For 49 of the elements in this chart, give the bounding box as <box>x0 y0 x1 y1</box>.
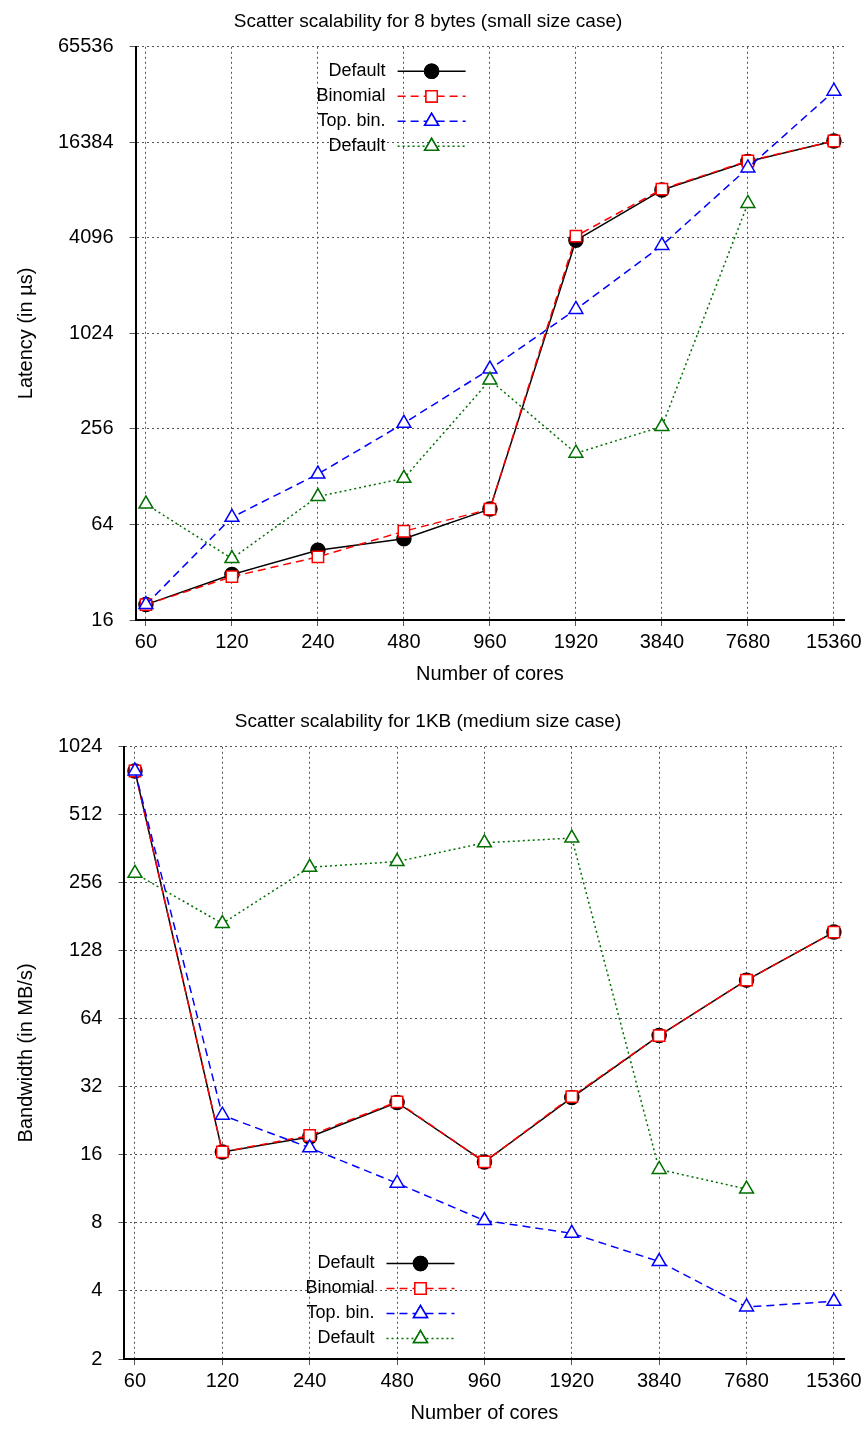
x-tick-label: 7680 <box>724 1368 769 1391</box>
y-tick-label: 128 <box>69 938 103 961</box>
x-tick-label: 480 <box>380 1368 414 1391</box>
x-tick-label: 1920 <box>553 629 599 652</box>
chart-title: Scatter scalability for 1KB (medium size case) <box>234 709 622 731</box>
x-axis-title: Number of cores <box>416 661 564 684</box>
y-axis-title: Latency (in µs) <box>13 267 36 400</box>
y-tick-label: 32 <box>80 1074 103 1097</box>
x-tick-label: 1920 <box>549 1368 595 1391</box>
legend-label: Top. bin. <box>306 1302 375 1323</box>
y-axis-title: Bandwidth (in MB/s) <box>13 963 36 1143</box>
y-tick-label: 16 <box>91 607 114 630</box>
y-tick-label: 256 <box>80 416 114 439</box>
legend-label: Default <box>328 60 386 81</box>
x-tick-label: 120 <box>205 1368 240 1391</box>
legend-label: Default <box>317 1252 375 1273</box>
x-tick-label: 15360 <box>806 629 862 652</box>
x-tick-label: 60 <box>123 1368 147 1391</box>
y-tick-label: 8 <box>91 1210 103 1233</box>
y-tick-label: 16 <box>80 1142 103 1165</box>
chart-title: Scatter scalability for 8 bytes (small size case) <box>233 9 623 31</box>
y-tick-label: 512 <box>69 802 103 825</box>
y-tick-label: 1024 <box>69 320 114 343</box>
x-tick-label: 960 <box>467 1368 502 1391</box>
x-tick-label: 60 <box>134 629 158 652</box>
x-tick-label: 960 <box>473 629 507 652</box>
legend-label: Binomial <box>305 1277 375 1298</box>
x-tick-label: 120 <box>215 629 249 652</box>
x-tick-label: 3840 <box>636 1368 682 1391</box>
legend-label: Default <box>328 135 386 156</box>
y-tick-label: 2 <box>91 1346 103 1369</box>
y-tick-label: 256 <box>69 870 103 893</box>
y-tick-label: 16384 <box>57 129 114 152</box>
x-tick-label: 480 <box>387 629 421 652</box>
y-tick-label: 64 <box>80 1006 103 1029</box>
legend-label: Binomial <box>316 85 386 106</box>
x-tick-label: 7680 <box>725 629 771 652</box>
legend-label: Top. bin. <box>317 110 386 131</box>
legend-label: Default <box>317 1327 375 1348</box>
x-tick-label: 240 <box>301 629 335 652</box>
x-tick-label: 3840 <box>639 629 685 652</box>
x-tick-label: 240 <box>293 1368 327 1391</box>
y-tick-label: 1024 <box>57 734 103 757</box>
y-tick-label: 4 <box>91 1278 103 1301</box>
y-tick-label: 65536 <box>57 34 114 57</box>
y-tick-label: 4096 <box>69 225 114 248</box>
y-tick-label: 64 <box>91 511 114 534</box>
x-axis-title: Number of cores <box>410 1400 559 1423</box>
x-tick-label: 15360 <box>806 1368 862 1391</box>
